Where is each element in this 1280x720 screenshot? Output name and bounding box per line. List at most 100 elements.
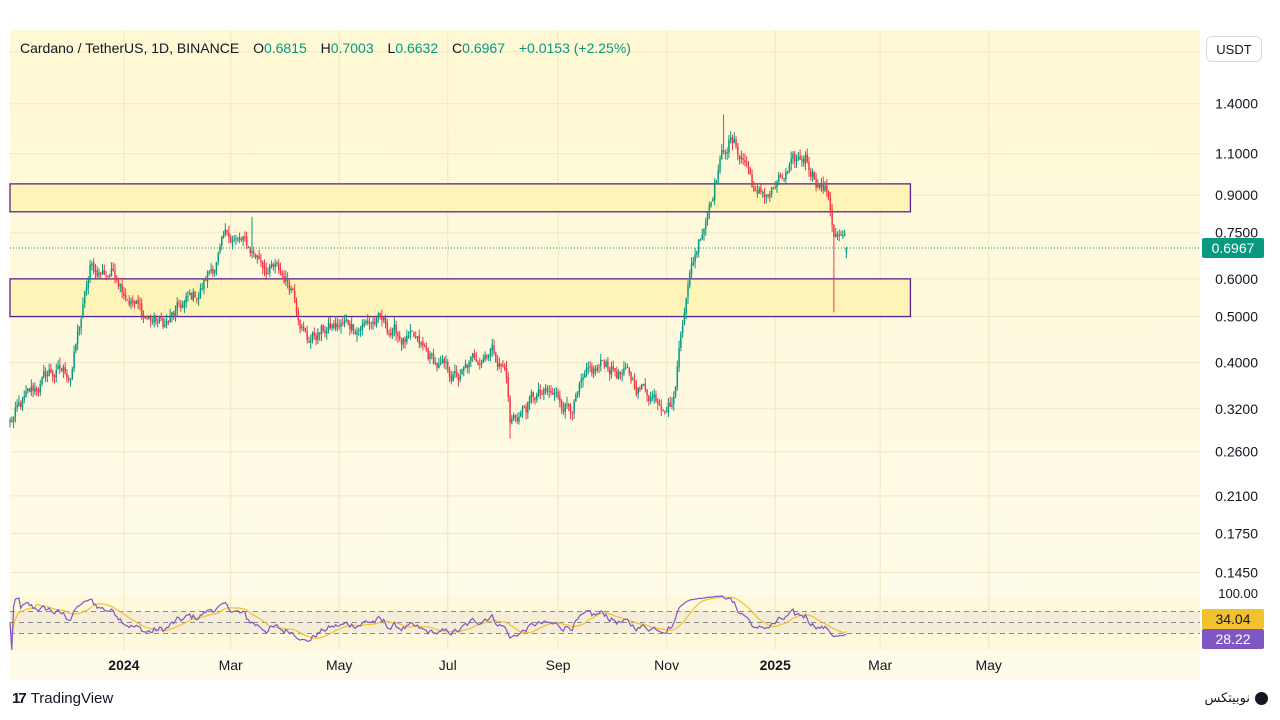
time-tick-label: Mar <box>868 657 892 673</box>
price-tick-label: 0.9000 <box>1215 187 1258 203</box>
candle-body <box>324 329 326 334</box>
candle-body <box>781 177 784 179</box>
candle-body <box>9 419 11 422</box>
candle <box>592 365 595 379</box>
candle-body <box>327 323 330 331</box>
change-value: +0.0153 (+2.25%) <box>518 40 631 56</box>
candle-body <box>361 325 364 331</box>
candle <box>66 369 68 383</box>
candle <box>39 379 42 397</box>
candle <box>349 320 351 336</box>
candle <box>34 382 36 396</box>
candle-body <box>710 202 712 206</box>
candle <box>566 396 568 409</box>
candle <box>372 317 374 331</box>
candle <box>594 365 597 376</box>
candle <box>100 271 102 279</box>
watermark-text: نوبیتکس <box>1204 690 1250 705</box>
candle <box>304 327 307 333</box>
candle <box>539 384 542 400</box>
candle-body <box>34 388 36 392</box>
candle <box>331 323 333 331</box>
candle <box>761 190 764 198</box>
candle-body <box>221 237 223 246</box>
candle <box>322 324 324 334</box>
candle <box>244 231 246 242</box>
candle <box>438 357 440 369</box>
candle <box>292 287 294 291</box>
time-axis[interactable]: 2024 Mar May Jul Sep Nov 2025 Mar May <box>108 657 1002 673</box>
candle-body <box>379 312 381 316</box>
candle <box>575 392 577 402</box>
candle-body <box>701 234 703 240</box>
candle-body <box>429 354 431 359</box>
candle <box>712 196 714 202</box>
candle <box>680 331 682 352</box>
candle <box>842 229 844 239</box>
candle <box>187 291 189 302</box>
candle <box>277 258 280 274</box>
candle-body <box>180 304 182 309</box>
candle <box>640 383 643 390</box>
tradingview-logo[interactable]: 17 TradingView <box>12 690 113 707</box>
candle <box>546 385 549 396</box>
candle <box>705 217 707 236</box>
candle-body <box>71 368 74 380</box>
candle <box>660 399 663 417</box>
candle-body <box>318 332 321 335</box>
rsi-ma-badge: 34.04 <box>1202 609 1264 629</box>
candle <box>148 315 150 320</box>
candle <box>30 379 33 396</box>
candle-body <box>374 321 376 324</box>
candle <box>64 361 66 375</box>
candle-body <box>461 369 463 375</box>
candle <box>19 400 22 410</box>
candle <box>283 270 285 284</box>
candle <box>329 317 332 330</box>
candle-body <box>372 321 374 324</box>
candle <box>820 178 823 192</box>
candle <box>133 299 136 309</box>
candle <box>633 373 636 390</box>
candle-body <box>420 342 422 345</box>
candle <box>165 314 168 329</box>
candle-body <box>441 359 444 364</box>
candle <box>180 300 182 312</box>
currency-unit-button[interactable]: USDT <box>1206 36 1262 62</box>
candle-body <box>311 333 314 342</box>
candle <box>140 298 143 320</box>
candle-body <box>404 338 406 343</box>
candle <box>194 291 196 298</box>
candle-body <box>251 250 253 253</box>
candle-body <box>117 280 120 287</box>
candle-body <box>681 324 684 333</box>
candle <box>786 170 789 175</box>
candle-body <box>409 330 412 335</box>
candle-body <box>124 294 127 299</box>
candle-body <box>541 393 543 395</box>
candle-body <box>480 362 483 365</box>
price-axis[interactable]: 1.80001.40001.10000.90000.75000.60000.50… <box>1215 44 1258 601</box>
candle <box>779 172 782 178</box>
candle-body <box>722 150 725 152</box>
candle <box>51 369 54 383</box>
candle <box>516 413 518 424</box>
candle <box>639 385 641 393</box>
candle <box>644 377 647 393</box>
candle <box>818 182 821 191</box>
candle <box>794 151 796 168</box>
candle-body <box>82 304 84 319</box>
candle-body <box>53 375 56 378</box>
candle <box>450 370 453 385</box>
candle <box>767 194 769 199</box>
candle-body <box>158 316 161 322</box>
candle <box>423 343 426 348</box>
candle-body <box>646 389 648 396</box>
candle <box>587 361 590 375</box>
candle <box>92 258 95 275</box>
candle <box>78 326 81 336</box>
candle-body <box>162 317 164 327</box>
candle-body <box>632 378 634 380</box>
candle-body <box>628 368 631 374</box>
